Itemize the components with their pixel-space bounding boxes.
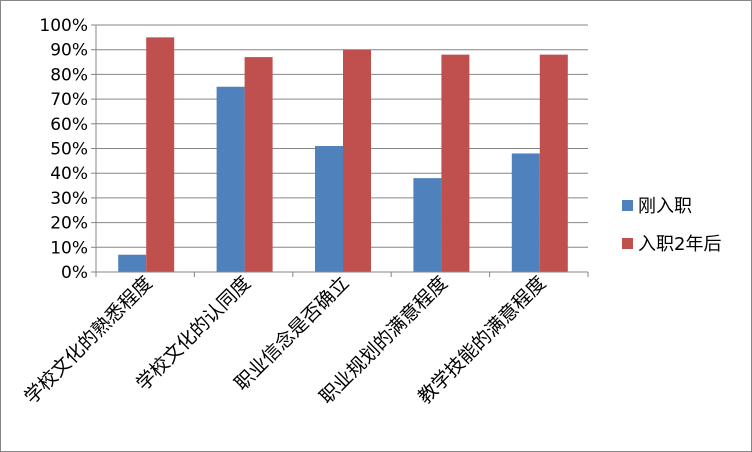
bar-2-3 xyxy=(343,49,371,273)
axes xyxy=(95,25,589,277)
bar-1-1 xyxy=(118,254,147,272)
y-tick-label: 0% xyxy=(61,263,88,283)
bar-2-4 xyxy=(441,54,470,272)
y-tick-label: 10% xyxy=(50,238,88,258)
bars xyxy=(118,37,568,273)
bar-1-2 xyxy=(216,86,245,272)
x-tick-label: 学校文化的熟悉程度 xyxy=(20,272,156,408)
y-tick-label: 100% xyxy=(39,16,88,36)
bar-1-3 xyxy=(315,146,343,272)
y-tick-label: 20% xyxy=(50,214,88,234)
y-tick-label: 90% xyxy=(50,41,88,61)
bar-1-5 xyxy=(511,153,540,272)
y-tick-label: 40% xyxy=(50,164,88,184)
y-tick-label: 80% xyxy=(50,65,88,85)
y-tick-label: 30% xyxy=(50,189,88,209)
x-axis-labels: 学校文化的熟悉程度学校文化的认同度职业信念是否确立职业规划的满意程度教学技能的满… xyxy=(20,271,550,408)
y-tick-label: 60% xyxy=(50,115,88,135)
y-tick-label: 70% xyxy=(50,90,88,110)
bar-2-1 xyxy=(146,37,175,272)
legend-label: 刚入职 xyxy=(638,196,692,217)
legend-swatch xyxy=(622,238,633,249)
bar-1-4 xyxy=(413,178,442,272)
legend-swatch xyxy=(622,200,633,211)
y-tick-label: 50% xyxy=(50,140,88,160)
bar-2-5 xyxy=(539,54,568,272)
legend-label: 入职2年后 xyxy=(638,234,721,255)
bar-2-2 xyxy=(244,57,273,272)
y-axis-ticks: 0% 10% 20% 30% 40% 50% 60% 70% 80% 90% 100% xyxy=(39,16,96,283)
